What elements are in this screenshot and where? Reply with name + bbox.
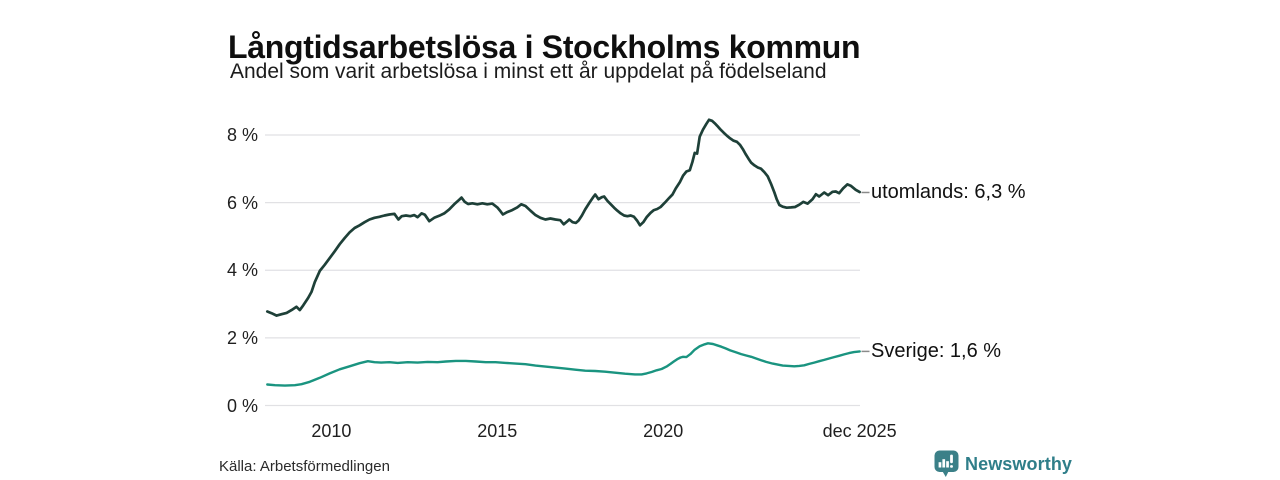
y-tick-label-4: 4 % [226, 260, 258, 281]
y-tick-label-2: 2 % [226, 327, 258, 348]
series-line-utomlands [265, 118, 862, 317]
x-tick-label-2010: 2010 [311, 421, 352, 441]
source-note: Källa: Arbetsförmedlingen [219, 458, 390, 475]
x-tick-label-dec-2025: dec 2025 [822, 421, 897, 441]
chart-subtitle: Andel som varit arbetslösa i minst ett å… [230, 60, 827, 83]
x-tick-label-2020: 2020 [643, 421, 684, 441]
series-line-Sverige [266, 342, 861, 387]
y-tick-label-0: 0 % [226, 395, 258, 416]
y-tick-label-6: 6 % [226, 192, 258, 213]
series-label-sverige: Sverige: 1,6 % [871, 340, 1002, 363]
y-tick-label-8: 8 % [226, 125, 258, 145]
newsworthy-chart-bubble-icon [934, 450, 959, 477]
x-tick-label-2015: 2015 [477, 421, 518, 441]
newsworthy-wordmark: Newsworthy [965, 453, 1073, 474]
series-label-utomlands: utomlands: 6,3 % [871, 181, 1026, 204]
newsworthy-logo-link[interactable]: Newsworthy [934, 450, 1072, 478]
chart-title: Långtidsarbetslösa i Stockholms kommun [228, 29, 861, 66]
